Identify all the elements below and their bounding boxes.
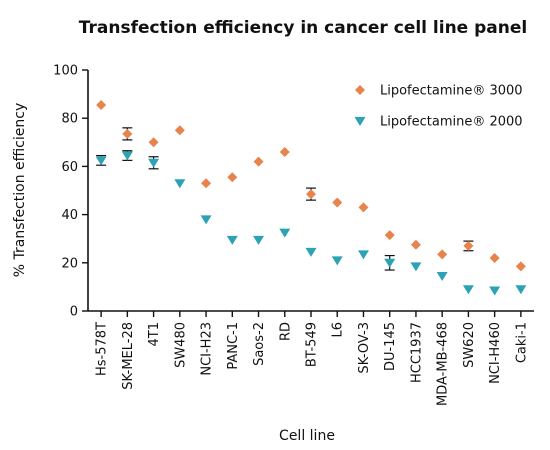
data-point-lipo3000: [384, 230, 395, 241]
x-tick-label: Saos-2: [252, 322, 267, 366]
data-marks: [95, 99, 527, 296]
x-tick-label: SK-OV-3: [357, 322, 372, 374]
x-tick-label: BT-549: [305, 322, 320, 367]
data-point-lipo2000: [200, 215, 212, 225]
data-point-lipo2000: [226, 235, 238, 245]
data-point-lipo3000: [279, 146, 290, 157]
data-point-lipo2000: [515, 285, 527, 295]
chart-title: Transfection efficiency in cancer cell l…: [79, 18, 527, 38]
x-tick-label: SW620: [462, 322, 477, 368]
data-point-lipo2000: [331, 256, 343, 266]
y-tick-label: 20: [61, 256, 78, 271]
x-tick-label: SK-MEL-28: [121, 322, 136, 390]
data-point-lipo3000: [306, 189, 316, 200]
legend-label: Lipofectamine® 2000: [380, 115, 523, 130]
x-tick-label: Hs-578T: [95, 322, 110, 376]
data-point-lipo3000: [174, 125, 185, 136]
data-point-lipo3000: [489, 252, 500, 263]
data-point-lipo3000: [410, 239, 421, 250]
x-tick-label: HCC1937: [409, 322, 424, 383]
x-tick-label: L6: [331, 322, 346, 338]
data-point-lipo2000: [410, 262, 422, 272]
data-point-lipo3000: [201, 178, 212, 189]
data-point-lipo3000: [122, 128, 133, 139]
data-point-lipo2000: [148, 158, 160, 168]
data-point-lipo2000: [305, 247, 317, 257]
legend-label: Lipofectamine® 3000: [380, 84, 523, 99]
x-tick-label: Caki-1: [514, 322, 529, 363]
data-point-lipo3000: [227, 172, 238, 183]
y-tick-label: 100: [53, 64, 78, 79]
x-tick-label: NCI-H23: [200, 322, 215, 376]
data-point-lipo3000: [148, 137, 159, 148]
data-point-lipo2000: [279, 228, 291, 238]
data-point-lipo3000: [253, 156, 264, 167]
data-point-lipo2000: [462, 285, 474, 295]
x-tick-label: PANC-1: [226, 322, 241, 370]
axes: 0 20 40 60 80 100 Hs-578T SK-MEL-28 4T1 SW480 NCI-…: [53, 64, 534, 406]
data-point-lipo3000: [463, 240, 474, 251]
x-tick-label: DU-145: [383, 322, 398, 371]
data-point-lipo2000: [384, 258, 396, 268]
y-axis-title: % Transfection efficiency: [12, 103, 28, 277]
y-tick-label: 40: [61, 208, 78, 223]
legend-marker: [355, 85, 365, 95]
legend-marker: [354, 116, 366, 126]
x-tick-label: MDA-MB-468: [436, 322, 451, 406]
x-axis-title: Cell line: [279, 428, 335, 444]
data-point-lipo2000: [253, 235, 265, 245]
data-point-lipo2000: [489, 286, 501, 296]
data-point-lipo2000: [95, 156, 107, 166]
data-point-lipo3000: [96, 99, 107, 110]
data-point-lipo3000: [358, 202, 369, 213]
data-point-lipo3000: [332, 197, 343, 208]
legend: Lipofectamine® 3000 Lipofectamine® 2000: [354, 84, 523, 130]
data-point-lipo2000: [357, 250, 369, 260]
y-tick-label: 60: [61, 160, 78, 175]
data-point-lipo2000: [436, 272, 448, 282]
x-tick-label: RD: [278, 322, 293, 341]
data-point-lipo2000: [121, 151, 133, 161]
x-tick-label: SW480: [173, 322, 188, 368]
data-point-lipo2000: [174, 179, 186, 189]
data-point-lipo3000: [515, 261, 526, 272]
x-tick-label: 4T1: [147, 322, 162, 346]
y-tick-label: 0: [70, 305, 78, 320]
y-tick-label: 80: [61, 112, 78, 127]
x-tick-label: NCI-H460: [488, 322, 503, 384]
data-point-lipo3000: [437, 249, 448, 260]
